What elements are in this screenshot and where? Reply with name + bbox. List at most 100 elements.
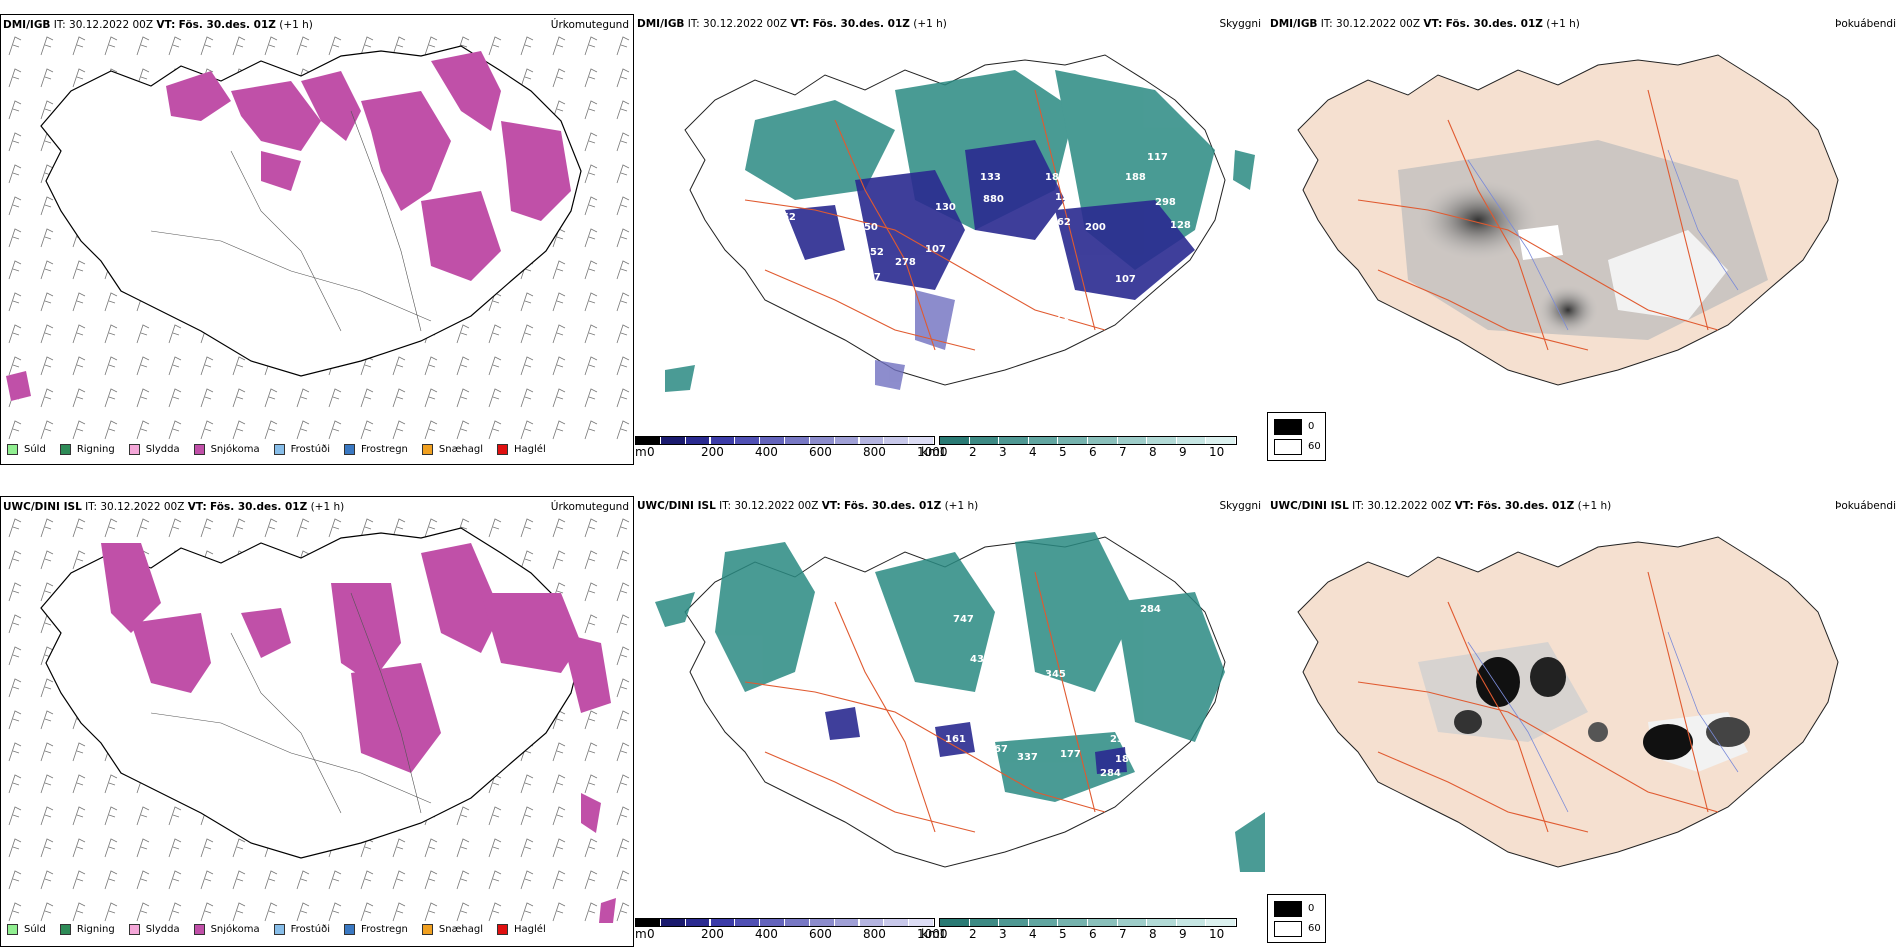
legend-swatch xyxy=(421,924,433,935)
colorbar-segment xyxy=(834,437,860,444)
colorbar-tick: 8 xyxy=(1149,445,1157,459)
legend-swatch xyxy=(497,444,509,455)
colorbar-segment xyxy=(735,437,761,444)
svg-text:431: 431 xyxy=(970,654,991,665)
colorbar-segment xyxy=(685,919,711,926)
colorbar-tick: 6 xyxy=(1089,445,1097,459)
svg-text:128: 128 xyxy=(1055,192,1076,203)
svg-text:150: 150 xyxy=(965,262,986,273)
svg-text:200: 200 xyxy=(1085,222,1106,233)
panel-title: DMI/IGB IT: 30.12.2022 00Z VT: Fös. 30.d… xyxy=(637,18,947,30)
colorbar-segment xyxy=(909,437,934,444)
legend-label: Rigning xyxy=(76,444,115,455)
colorbar-segment xyxy=(710,437,736,444)
colorbar-segment xyxy=(1058,437,1088,444)
precip-map-bottom xyxy=(1,513,633,933)
panel-type-label: Þokuábendi xyxy=(1835,500,1896,512)
colorbar-segment xyxy=(809,919,835,926)
legend-item: Súld xyxy=(7,444,46,455)
colorbar-segment xyxy=(859,919,885,926)
precip-map-top xyxy=(1,31,633,451)
precip-legend: Súld Rigning Slydda Snjókoma Frostúði Frostre… xyxy=(7,924,560,935)
iceland-outline xyxy=(40,45,582,377)
svg-text:193: 193 xyxy=(1045,270,1066,281)
colorbar-segment xyxy=(1117,437,1148,444)
legend-label: Frostregn xyxy=(361,924,408,935)
legend-item: Súld xyxy=(7,924,46,935)
colorbar-distance-unit: km xyxy=(921,445,940,459)
svg-text:117: 117 xyxy=(1147,152,1168,163)
legend-swatch xyxy=(344,444,355,455)
legend-label: Snæhagl xyxy=(438,924,484,935)
legend-swatch xyxy=(128,924,140,935)
legend-item: Snjókoma xyxy=(193,924,260,935)
colorbar-segment xyxy=(809,437,835,444)
fog-panel-bottom: UWC/DINI ISL IT: 30.12.2022 00Z VT: Fös.… xyxy=(1268,496,1900,947)
colorbar-tick: 1000 xyxy=(917,445,948,459)
svg-text:367: 367 xyxy=(987,744,1008,755)
legend-label: Slydda xyxy=(145,924,180,935)
legend-item: Snæhagl xyxy=(421,444,483,455)
fog-scale-high: 0 xyxy=(1308,903,1315,914)
colorbar-segment xyxy=(884,437,910,444)
fog-scale-high: 0 xyxy=(1308,421,1315,432)
colorbar-segment xyxy=(660,919,686,926)
colorbar-tick: 6 xyxy=(1089,927,1097,941)
legend-item: Frostregn xyxy=(344,924,408,935)
legend-swatch xyxy=(421,444,433,455)
colorbar-tick: 2 xyxy=(969,445,977,459)
legend-item: Frostregn xyxy=(344,444,408,455)
precip-panel-top: DMI/IGB IT: 30.12.2022 00Z VT: Fös. 30.d… xyxy=(0,14,634,465)
colorbar-tick: 5 xyxy=(1059,927,1067,941)
colorbar-tick: 200 xyxy=(701,927,724,941)
colorbar-segment xyxy=(1147,919,1177,926)
colorbar-height-unit: m xyxy=(635,927,647,941)
colorbar-tick: 0 xyxy=(647,927,655,941)
colorbar-segment xyxy=(859,437,885,444)
legend-label: Rigning xyxy=(76,924,115,935)
panel-type-label: Úrkomutegund xyxy=(550,501,629,513)
svg-text:137: 137 xyxy=(860,272,881,283)
svg-text:298: 298 xyxy=(1155,197,1176,208)
colorbar-segment xyxy=(1206,919,1236,926)
legend-item: Frostúði xyxy=(273,924,330,935)
svg-text:188: 188 xyxy=(1045,172,1066,183)
legend-label: Snjókoma xyxy=(210,924,260,935)
fog-scale-low: 60 xyxy=(1308,923,1321,934)
colorbar-tick: 9 xyxy=(1179,927,1187,941)
legend-swatch xyxy=(497,924,509,935)
colorbar-segment xyxy=(834,919,860,926)
colorbar-tick: 3 xyxy=(999,927,1007,941)
svg-text:128: 128 xyxy=(1170,220,1191,231)
legend-swatch xyxy=(7,444,18,455)
svg-text:165: 165 xyxy=(895,704,916,715)
colorbar-distance-unit: km xyxy=(921,927,940,941)
legend-item: Haglél xyxy=(497,444,546,455)
legend-swatch xyxy=(59,444,71,455)
svg-text:284: 284 xyxy=(1140,604,1161,615)
svg-text:962: 962 xyxy=(775,212,796,223)
colorbar-segment xyxy=(636,437,661,444)
colorbar-tick: 2 xyxy=(969,927,977,941)
colorbar-tick: 10 xyxy=(1209,927,1225,941)
colorbar-distance-ticks: 1 2 3 4 5 6 7 8 9 10 xyxy=(939,436,1259,466)
svg-text:331: 331 xyxy=(775,704,796,715)
svg-text:284: 284 xyxy=(1100,768,1121,779)
colorbar-height-segments xyxy=(635,436,935,445)
svg-text:250: 250 xyxy=(857,222,878,233)
svg-text:345: 345 xyxy=(1045,669,1066,680)
legend-label: Frostúði xyxy=(290,924,330,935)
legend-swatch xyxy=(273,924,285,935)
legend-item: Haglél xyxy=(497,924,546,935)
colorbar-segment xyxy=(909,919,934,926)
svg-text:187: 187 xyxy=(920,352,941,363)
colorbar-distance: km 1 2 3 4 5 6 7 8 9 10 xyxy=(921,436,1259,466)
svg-text:118: 118 xyxy=(985,274,1006,285)
colorbar-segment xyxy=(969,919,1000,926)
legend-label: Haglél xyxy=(514,444,546,455)
svg-text:107: 107 xyxy=(925,244,946,255)
colorbar-tick: 5 xyxy=(1059,445,1067,459)
